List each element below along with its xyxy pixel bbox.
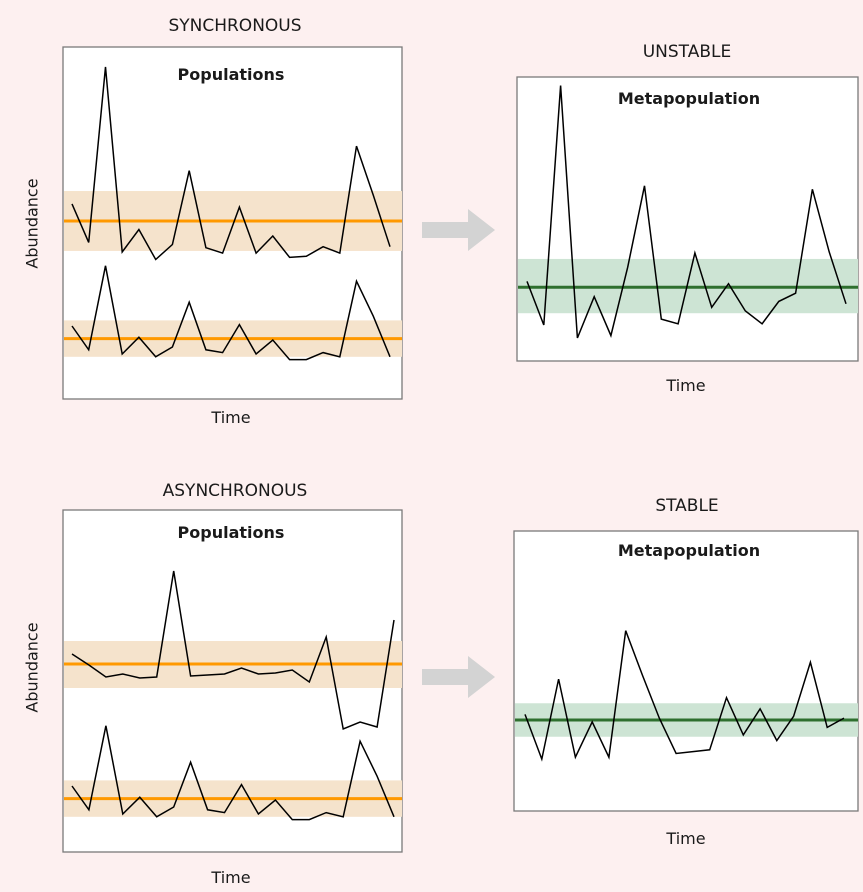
metapopulation-title-stable: Metapopulation: [617, 541, 761, 560]
time-axis-label-async: Time: [211, 868, 251, 887]
populations-title-async: Populations: [177, 523, 285, 542]
unstable-heading: UNSTABLE: [642, 42, 732, 62]
asynchronous-heading: ASYNCHRONOUS: [162, 481, 308, 501]
arrow-to-stable-icon: [422, 656, 495, 698]
unstable-metapopulation-frame: [516, 76, 859, 362]
stable-metapopulation-frame: [513, 530, 859, 812]
time-axis-label-stable: Time: [666, 829, 706, 848]
arrow-to-unstable-icon: [422, 209, 495, 251]
stable-metapopulation-series-1: [524, 630, 845, 762]
asynchronous-populations-series-1: [71, 570, 395, 731]
populations-title-sync: Populations: [177, 65, 285, 84]
asynchronous-populations-series-2: [71, 725, 395, 821]
synchronous-populations-series-1: [71, 66, 391, 261]
metapopulation-title-unstable: Metapopulation: [617, 89, 761, 108]
unstable-metapopulation-series-1: [526, 85, 847, 339]
synchronous-heading: SYNCHRONOUS: [168, 16, 302, 36]
stable-heading: STABLE: [655, 496, 719, 516]
synchronous-populations-series-2: [71, 265, 391, 361]
time-axis-label-sync: Time: [211, 408, 251, 427]
time-axis-label-unstable: Time: [666, 376, 706, 395]
